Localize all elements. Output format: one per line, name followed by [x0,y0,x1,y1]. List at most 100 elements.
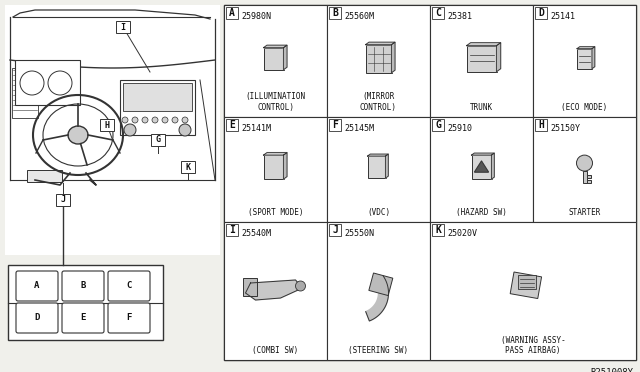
Text: D: D [538,8,544,18]
Ellipse shape [68,126,88,144]
Text: A: A [35,282,40,291]
Bar [582,171,586,183]
Text: G: G [156,135,161,144]
Text: (ECO MODE): (ECO MODE) [561,103,607,112]
Bar [369,273,393,296]
Circle shape [132,117,138,123]
Circle shape [20,71,44,95]
Bar [586,180,591,183]
Text: (VDC): (VDC) [367,208,390,217]
Bar [120,80,195,135]
Bar [151,134,165,146]
Text: STARTER: STARTER [568,208,601,217]
Circle shape [152,117,158,123]
Bar [8,265,163,340]
Polygon shape [497,43,500,72]
Polygon shape [467,43,500,46]
Bar [577,49,592,69]
Text: I: I [120,22,125,32]
Bar [27,170,62,182]
Circle shape [179,124,191,136]
Polygon shape [284,153,287,179]
Bar [432,224,444,235]
Bar [224,5,636,360]
Text: 25150Y: 25150Y [550,124,580,133]
Polygon shape [365,42,395,45]
Text: (SPORT MODE): (SPORT MODE) [248,208,303,217]
Circle shape [48,71,72,95]
Text: (STEERING SW): (STEERING SW) [348,346,408,355]
Bar [264,155,284,179]
Text: A: A [229,8,235,18]
Polygon shape [492,153,494,179]
Text: B: B [80,282,86,291]
Bar [327,5,430,117]
Bar [15,60,80,105]
Text: K: K [186,163,191,171]
Text: TRUNK: TRUNK [470,103,493,112]
Text: E: E [80,314,86,323]
Polygon shape [385,154,388,178]
Polygon shape [592,46,595,69]
Text: C: C [435,8,441,18]
Bar [365,45,392,73]
Bar [224,5,327,117]
FancyBboxPatch shape [108,271,150,301]
Text: B: B [332,8,338,18]
Bar [533,5,636,117]
Circle shape [577,155,593,171]
Text: 25145M: 25145M [344,124,374,133]
Bar [535,7,547,19]
Bar [329,224,341,235]
Bar [226,119,238,131]
Polygon shape [246,280,303,300]
Text: E: E [229,120,235,130]
Text: (WARNING ASSY-
PASS AIRBAG): (WARNING ASSY- PASS AIRBAG) [500,336,565,355]
Circle shape [162,117,168,123]
Text: (MIRROR
CONTROL): (MIRROR CONTROL) [360,92,397,112]
FancyBboxPatch shape [62,271,104,301]
Bar [467,46,497,72]
Text: J: J [332,225,338,235]
Text: 25910: 25910 [447,124,472,133]
Bar [243,278,257,296]
Bar [181,161,195,173]
Text: 25141: 25141 [550,12,575,21]
Bar [329,119,341,131]
Bar [5,5,220,255]
Text: 25020V: 25020V [447,228,477,238]
Bar [224,117,327,222]
Circle shape [142,117,148,123]
Bar [327,222,430,360]
Bar [586,175,591,178]
Polygon shape [577,46,595,49]
Polygon shape [392,42,395,73]
Bar [226,7,238,19]
Polygon shape [472,153,494,155]
Text: 25141M: 25141M [241,124,271,133]
Text: 25540M: 25540M [241,228,271,238]
Text: 25560M: 25560M [344,12,374,21]
Circle shape [122,117,128,123]
Bar [116,21,130,33]
Text: G: G [435,120,441,130]
Text: (HAZARD SW): (HAZARD SW) [456,208,507,217]
Polygon shape [284,45,287,70]
Bar [432,7,444,19]
Circle shape [172,117,178,123]
Bar [12,68,38,118]
Bar [432,119,444,131]
Polygon shape [264,153,287,155]
Bar [518,275,536,289]
Bar [535,119,547,131]
Text: J: J [61,196,65,205]
Text: H: H [104,121,109,129]
Bar [430,222,636,360]
Bar [224,222,327,360]
Text: 25550N: 25550N [344,228,374,238]
Bar [367,156,385,178]
Text: I: I [229,225,235,235]
Polygon shape [264,45,287,48]
Bar [533,117,636,222]
Polygon shape [474,161,488,172]
